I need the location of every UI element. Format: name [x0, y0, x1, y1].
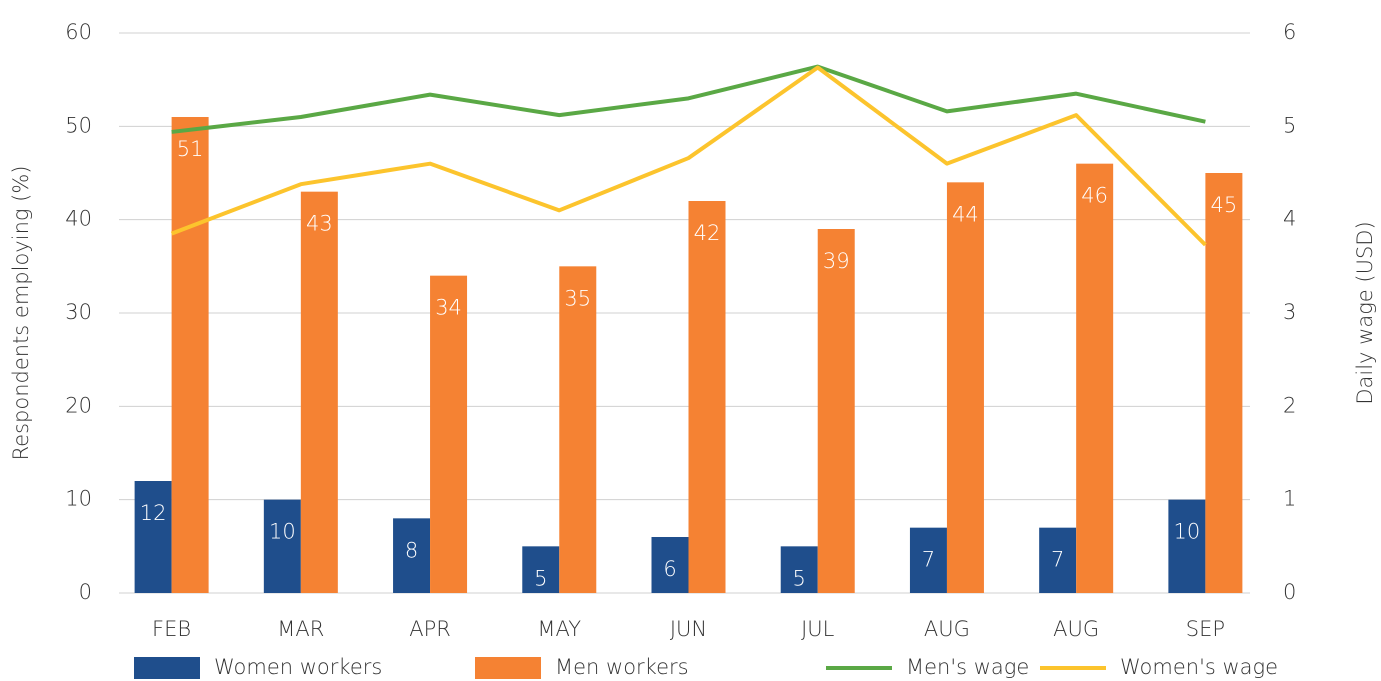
- bar: [909, 527, 947, 593]
- y-tick-label: 40: [65, 207, 92, 231]
- value-label: 6: [663, 557, 676, 581]
- bar: [780, 546, 818, 593]
- y2-axis-title: Daily wage (USD): [1353, 221, 1377, 404]
- x-tick-label: MAR: [277, 617, 324, 641]
- y-tick-label: 30: [65, 300, 92, 324]
- value-label: 44: [952, 202, 979, 226]
- value-label: 45: [1211, 193, 1238, 217]
- y-tick-label: 10: [65, 487, 92, 511]
- y-tick-label: 0: [79, 580, 92, 604]
- legend-label: Men workers: [555, 655, 689, 679]
- bar: [263, 499, 301, 593]
- value-label: 10: [1174, 520, 1201, 544]
- value-label: 5: [534, 566, 547, 590]
- value-label: 7: [922, 548, 935, 572]
- legend-swatch: [475, 657, 541, 679]
- x-tick-label: AUG: [924, 617, 970, 641]
- y2-tick-label: 0: [1283, 580, 1296, 604]
- y2-tick-label: 4: [1283, 207, 1296, 231]
- y2-tick-label: 6: [1283, 20, 1296, 44]
- bar: [522, 546, 560, 593]
- value-label: 7: [1051, 548, 1064, 572]
- value-label: 39: [823, 249, 850, 273]
- y2-tick-label: 1: [1283, 487, 1296, 511]
- bar: [300, 191, 338, 593]
- line: [170, 65, 1207, 247]
- value-label: 8: [405, 538, 418, 562]
- x-tick-label: MAY: [537, 617, 581, 641]
- bar: [430, 275, 468, 593]
- bar: [1168, 499, 1206, 593]
- y-tick-label: 50: [65, 113, 92, 137]
- x-tick-label: AUG: [1053, 617, 1099, 641]
- bar: [171, 117, 209, 593]
- value-label: 10: [269, 520, 296, 544]
- bar: [559, 266, 597, 593]
- y2-tick-label: 3: [1283, 300, 1296, 324]
- y2-tick-label: 2: [1283, 393, 1296, 417]
- legend-label: Women's wage: [1120, 655, 1278, 679]
- y-tick-label: 60: [65, 20, 92, 44]
- value-label: 42: [694, 221, 721, 245]
- bar: [688, 201, 726, 593]
- bar: [651, 537, 689, 593]
- bar: [1205, 173, 1243, 593]
- bar: [817, 229, 855, 593]
- bar: [134, 481, 172, 593]
- bar: [946, 182, 984, 594]
- x-tick-label: SEP: [1186, 617, 1225, 641]
- legend-label: Women workers: [214, 655, 382, 679]
- value-label: 35: [564, 286, 591, 310]
- bar: [393, 518, 431, 593]
- value-label: 46: [1081, 184, 1108, 208]
- y2-tick-label: 5: [1283, 113, 1296, 137]
- legend-swatch: [134, 657, 200, 679]
- x-tick-label: APR: [409, 617, 451, 641]
- y-axis-title: Respondents employing (%): [9, 166, 33, 461]
- y-tick-label: 20: [65, 393, 92, 417]
- value-label: 5: [793, 566, 806, 590]
- value-label: 51: [177, 137, 204, 161]
- bar: [1039, 527, 1077, 593]
- value-label: 34: [435, 296, 462, 320]
- legend-label: Men's wage: [906, 655, 1029, 679]
- value-label: 43: [306, 212, 333, 236]
- line: [171, 64, 1206, 134]
- x-tick-label: JUN: [670, 617, 707, 641]
- bar: [1076, 163, 1114, 593]
- x-tick-label: JUL: [801, 617, 835, 641]
- x-tick-label: FEB: [152, 617, 191, 641]
- value-label: 12: [140, 501, 167, 525]
